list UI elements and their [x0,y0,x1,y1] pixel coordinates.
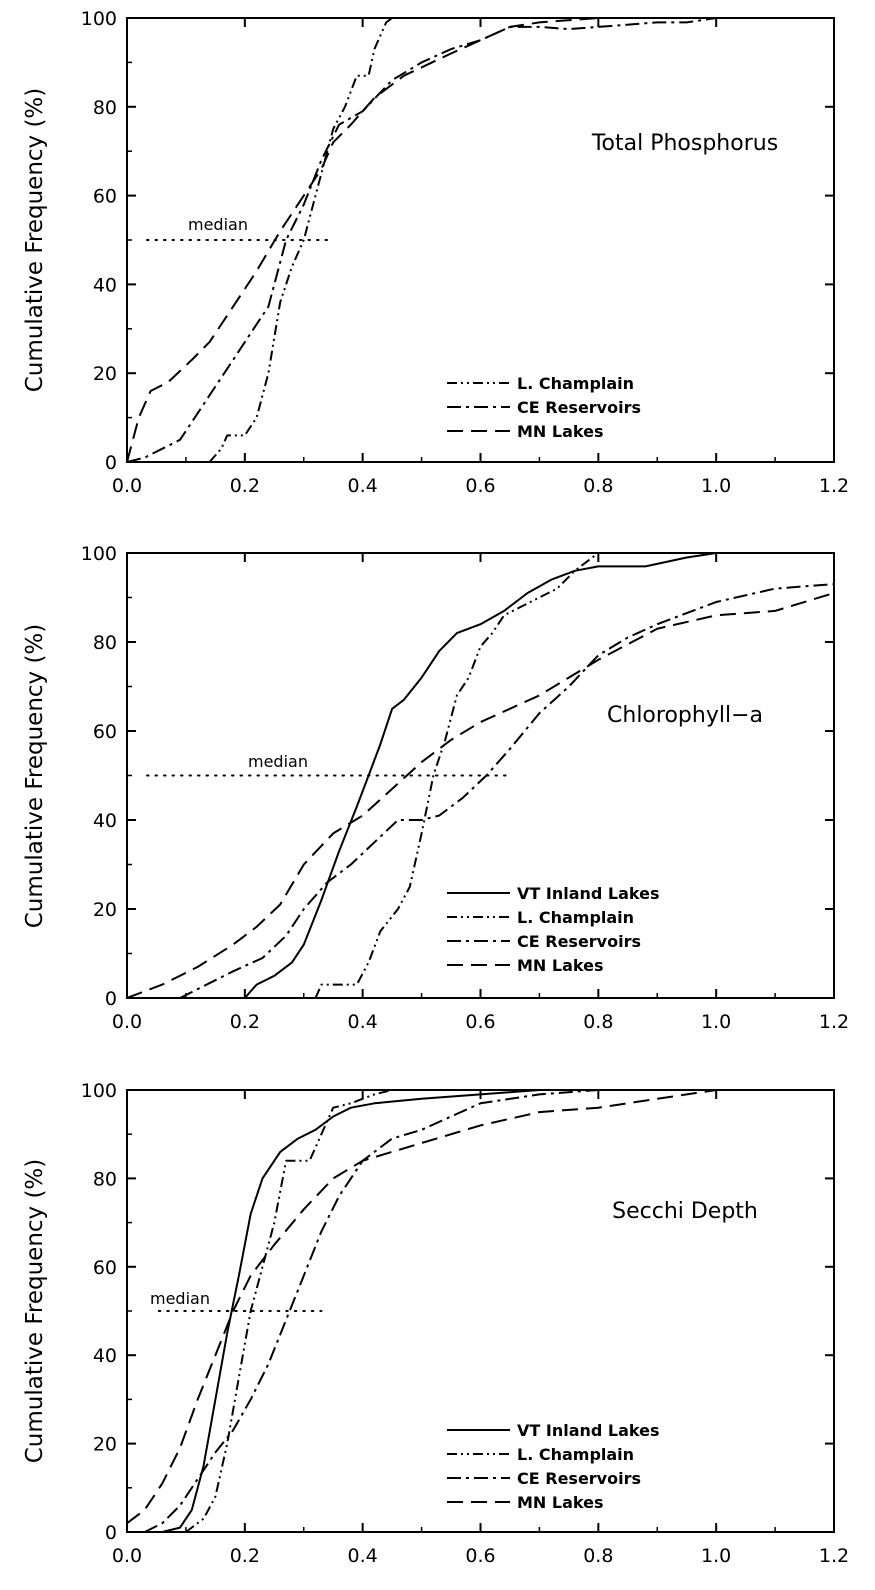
chart-panel: 0.0 0.2 0.4 0.6 0.8 1.0 1.2 0 20 40 60 80 100 Cumulat… [22,1080,849,1567]
x-tick-label: 1.2 [819,1545,849,1567]
legend-label: MN Lakes [517,422,603,441]
median-label: median [248,752,308,771]
x-tick-label: 0.4 [348,1011,378,1033]
series-line-l-champlain [314,552,599,999]
y-tick-label: 0 [105,452,117,474]
legend-label: CE Reservoirs [517,1469,641,1488]
legend-label: MN Lakes [517,956,603,975]
y-tick-label: 20 [93,1434,117,1456]
x-tick-label: 1.0 [701,1011,731,1033]
chart-legend: VT Inland Lakes L. Champlain CE Reservoirs… [447,1421,659,1512]
series-line-ce-reservoirs [144,1089,599,1533]
y-tick-label: 80 [93,632,117,654]
series-line-mn-lakes [126,1089,717,1524]
x-tick-label: 1.0 [701,1545,731,1567]
x-tick-label: 0.0 [112,1011,142,1033]
x-tick-label: 0.6 [465,1545,495,1567]
y-tick-label: 40 [93,810,117,832]
series-line-l-champlain [208,17,393,463]
x-tick-label: 0.2 [230,475,260,497]
median-label: median [150,1289,210,1308]
y-tick-label: 40 [93,274,117,296]
x-tick-label: 0.4 [348,475,378,497]
series-line-mn-lakes [126,17,599,463]
x-tick-label: 0.8 [583,1011,613,1033]
y-axis-label: Cumulative Frequency (%) [22,88,48,393]
series-line-mn-lakes [126,592,835,999]
x-tick-label: 1.2 [819,1011,849,1033]
legend-label: L. Champlain [517,1445,634,1464]
y-tick-label: 0 [105,1522,117,1544]
legend-label: VT Inland Lakes [517,1421,659,1440]
chart-title: Total Phosphorus [591,131,778,156]
legend-label: CE Reservoirs [517,932,641,951]
x-tick-label: 0.8 [583,475,613,497]
y-tick-label: 100 [81,543,117,565]
y-tick-label: 100 [81,1080,117,1102]
chart-panel: 0.0 0.2 0.4 0.6 0.8 1.0 1.2 0 20 40 60 80 100 Cumulat… [22,8,849,497]
x-tick-label: 0.8 [583,1545,613,1567]
x-tick-label: 0.2 [230,1011,260,1033]
x-tick-label: 0.6 [465,1011,495,1033]
x-tick-label: 0.2 [230,1545,260,1567]
legend-label: MN Lakes [517,1493,603,1512]
legend-label: L. Champlain [517,374,634,393]
x-tick-label: 0.0 [112,475,142,497]
y-axis-label: Cumulative Frequency (%) [22,624,48,929]
x-tick-label: 0.4 [348,1545,378,1567]
x-tick-label: 1.0 [701,475,731,497]
y-tick-label: 40 [93,1345,117,1367]
series-line-ce-reservoirs [126,17,717,463]
median-label: median [188,215,248,234]
y-tick-label: 60 [93,721,117,743]
legend-label: L. Champlain [517,908,634,927]
x-tick-label: 0.6 [465,475,495,497]
y-tick-label: 20 [93,899,117,921]
chart-title: Chlorophyll−a [607,703,763,728]
chart-legend: VT Inland Lakes L. Champlain CE Reservoirs… [447,884,659,975]
chart-legend: L. Champlain CE Reservoirs MN Lakes [447,374,641,441]
chart-title: Secchi Depth [612,1199,758,1224]
y-tick-label: 20 [93,363,117,385]
y-tick-label: 100 [81,8,117,30]
legend-label: VT Inland Lakes [517,884,659,903]
y-tick-label: 80 [93,97,117,119]
x-tick-label: 0.0 [112,1545,142,1567]
x-tick-label: 1.2 [819,475,849,497]
legend-label: CE Reservoirs [517,398,641,417]
y-tick-label: 80 [93,1168,117,1190]
series-line-ce-reservoirs [179,583,835,999]
series-line-vt-inland-lakes [244,552,717,999]
series-line-l-champlain [185,1089,393,1533]
y-tick-label: 60 [93,1257,117,1279]
y-tick-label: 60 [93,186,117,208]
y-tick-label: 0 [105,988,117,1010]
y-axis-label: Cumulative Frequency (%) [22,1159,48,1464]
chart-panel: 0.0 0.2 0.4 0.6 0.8 1.0 1.2 0 20 40 60 80 100 Cumulat… [22,543,849,1033]
